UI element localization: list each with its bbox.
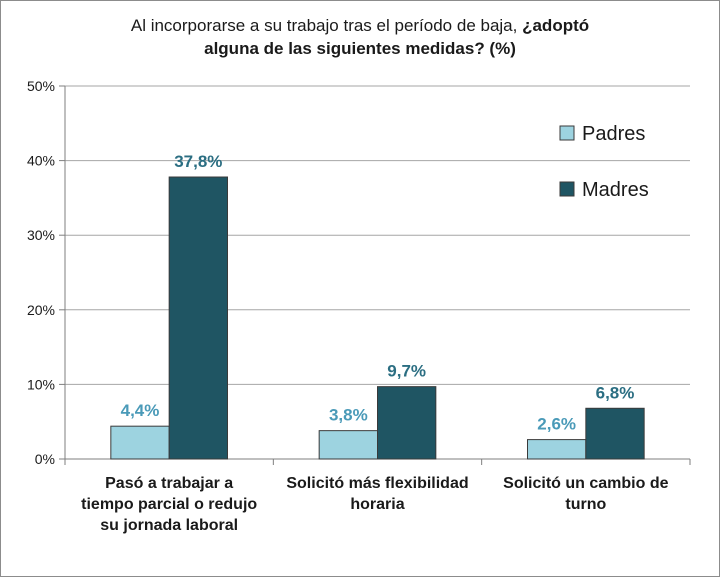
bar-padres (110, 425, 170, 460)
bar-madres (585, 407, 645, 460)
category-label: Solicitó más flexibilidad (286, 475, 468, 492)
y-tick-label: 20% (27, 302, 55, 318)
data-label: 2,6% (537, 415, 576, 434)
chart-title: Al incorporarse a su trabajo tras el per… (60, 14, 660, 60)
bar-padres (527, 439, 587, 460)
category-label: turno (565, 496, 606, 513)
data-label: 37,8% (174, 152, 222, 171)
legend-label-madres: Madres (582, 179, 649, 201)
data-label: 6,8% (596, 383, 635, 402)
legend-label-padres: Padres (582, 123, 645, 145)
category-label: Solicitó un cambio de (503, 475, 668, 492)
chart-title-bold-2: alguna de las siguientes medidas? (%) (204, 39, 516, 58)
data-label: 3,8% (329, 406, 368, 425)
y-tick-label: 40% (27, 153, 55, 169)
data-label: 9,7% (387, 362, 426, 381)
data-label: 4,4% (121, 401, 160, 420)
legend-swatch-madres (559, 181, 575, 197)
y-tick-label: 10% (27, 376, 55, 392)
chart-title-regular: Al incorporarse a su trabajo tras el per… (130, 16, 523, 35)
bar-madres (377, 386, 437, 460)
category-label: Pasó a trabajar a (105, 475, 233, 492)
bar-padres (318, 430, 378, 460)
y-tick-label: 0% (35, 451, 55, 467)
category-label: su jornada laboral (100, 517, 238, 534)
bar-madres (168, 176, 229, 460)
legend-swatch-padres (559, 125, 575, 141)
y-tick-label: 50% (27, 78, 55, 94)
y-tick-label: 30% (27, 227, 55, 243)
category-label: tiempo parcial o redujo (81, 496, 257, 513)
category-label: horaria (350, 496, 404, 513)
chart-title-bold-1: ¿adoptó (522, 16, 590, 35)
